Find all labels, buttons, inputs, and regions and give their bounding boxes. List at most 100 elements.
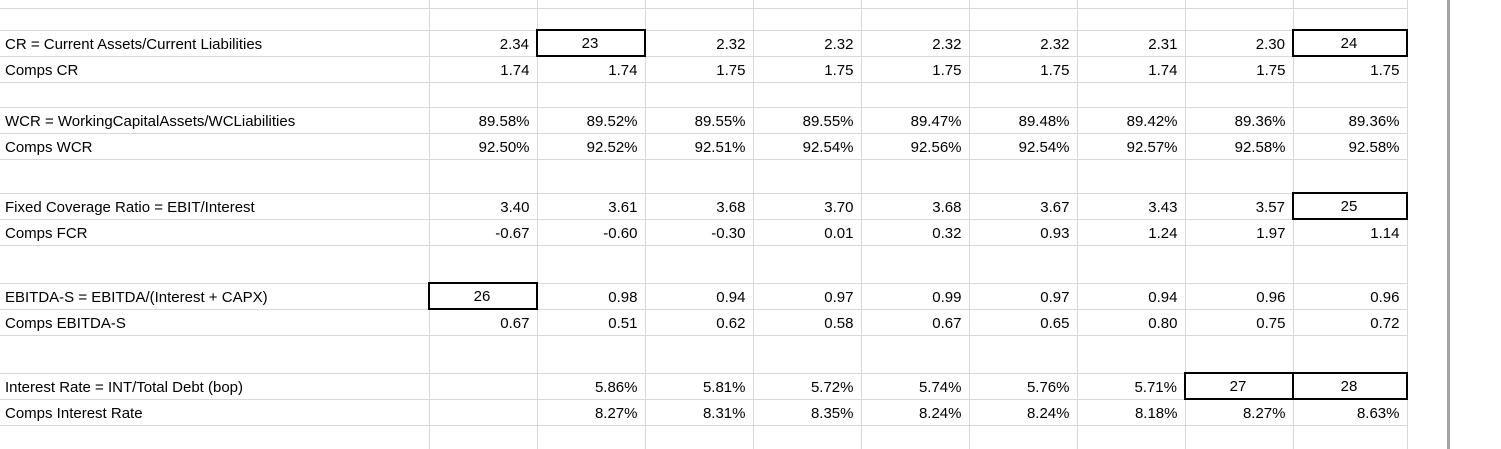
- empty-cell[interactable]: [968, 244, 1078, 284]
- table-cell[interactable]: 92.57%: [1076, 132, 1186, 160]
- empty-cell[interactable]: [752, 244, 862, 284]
- table-cell[interactable]: 89.42%: [1076, 106, 1186, 134]
- empty-cell[interactable]: [0, 81, 430, 108]
- empty-cell[interactable]: [428, 81, 538, 108]
- empty-cell[interactable]: [644, 334, 754, 374]
- table-cell[interactable]: 0.80: [1076, 308, 1186, 336]
- empty-cell[interactable]: [0, 0, 430, 9]
- empty-cell[interactable]: [428, 7, 538, 31]
- empty-cell[interactable]: [860, 158, 970, 194]
- empty-cell[interactable]: [0, 334, 430, 374]
- table-cell[interactable]: 3.68: [860, 192, 970, 220]
- empty-cell[interactable]: [1076, 7, 1186, 31]
- table-cell[interactable]: 89.36%: [1292, 106, 1408, 134]
- empty-cell[interactable]: [644, 0, 754, 9]
- empty-cell[interactable]: [644, 158, 754, 194]
- boxed-cell-24[interactable]: 24: [1292, 29, 1408, 57]
- table-cell[interactable]: 92.58%: [1184, 132, 1294, 160]
- empty-cell[interactable]: [1076, 334, 1186, 374]
- table-cell[interactable]: 1.75: [1184, 55, 1294, 83]
- table-cell[interactable]: 1.75: [968, 55, 1078, 83]
- table-cell[interactable]: 1.75: [752, 55, 862, 83]
- empty-cell[interactable]: [968, 334, 1078, 374]
- empty-cell[interactable]: [428, 334, 538, 374]
- empty-cell[interactable]: [1076, 424, 1186, 449]
- row-label[interactable]: Comps Interest Rate: [0, 398, 430, 426]
- empty-cell[interactable]: [752, 158, 862, 194]
- empty-cell[interactable]: [752, 81, 862, 108]
- table-cell[interactable]: 5.74%: [860, 372, 970, 400]
- table-cell[interactable]: -0.67: [428, 218, 538, 246]
- row-label[interactable]: Comps FCR: [0, 218, 430, 246]
- table-cell[interactable]: 3.70: [752, 192, 862, 220]
- empty-cell[interactable]: [1076, 0, 1186, 9]
- table-cell[interactable]: -0.30: [644, 218, 754, 246]
- table-cell[interactable]: 0.32: [860, 218, 970, 246]
- empty-cell[interactable]: [536, 158, 646, 194]
- empty-cell[interactable]: [860, 7, 970, 31]
- table-cell[interactable]: 8.27%: [536, 398, 646, 426]
- empty-cell[interactable]: [1292, 244, 1408, 284]
- table-cell[interactable]: 2.32: [752, 29, 862, 57]
- empty-cell[interactable]: [644, 244, 754, 284]
- table-cell[interactable]: 3.57: [1184, 192, 1294, 220]
- table-cell[interactable]: 0.67: [428, 308, 538, 336]
- table-cell[interactable]: 92.51%: [644, 132, 754, 160]
- empty-cell[interactable]: [860, 81, 970, 108]
- empty-cell[interactable]: [860, 334, 970, 374]
- table-cell[interactable]: 0.94: [644, 282, 754, 310]
- empty-cell[interactable]: [536, 424, 646, 449]
- empty-cell[interactable]: [536, 0, 646, 9]
- empty-cell[interactable]: [752, 334, 862, 374]
- empty-cell[interactable]: [1184, 424, 1294, 449]
- table-cell[interactable]: 3.67: [968, 192, 1078, 220]
- empty-cell[interactable]: [0, 424, 430, 449]
- table-cell[interactable]: 8.24%: [968, 398, 1078, 426]
- boxed-cell-28[interactable]: 28: [1292, 372, 1408, 400]
- empty-cell[interactable]: [536, 81, 646, 108]
- table-cell[interactable]: 89.55%: [644, 106, 754, 134]
- row-label[interactable]: EBITDA-S = EBITDA/(Interest + CAPX): [0, 282, 430, 310]
- empty-cell[interactable]: [644, 7, 754, 31]
- table-cell[interactable]: 3.43: [1076, 192, 1186, 220]
- empty-cell[interactable]: [1292, 0, 1408, 9]
- boxed-cell-25[interactable]: 25: [1292, 192, 1408, 220]
- table-cell[interactable]: 0.93: [968, 218, 1078, 246]
- table-cell[interactable]: 89.58%: [428, 106, 538, 134]
- empty-cell[interactable]: [1184, 334, 1294, 374]
- table-cell[interactable]: 2.30: [1184, 29, 1294, 57]
- empty-cell[interactable]: [644, 81, 754, 108]
- row-label[interactable]: Comps EBITDA-S: [0, 308, 430, 336]
- table-cell[interactable]: 89.55%: [752, 106, 862, 134]
- empty-cell[interactable]: [752, 424, 862, 449]
- table-cell[interactable]: 8.18%: [1076, 398, 1186, 426]
- empty-cell[interactable]: [1076, 244, 1186, 284]
- table-cell[interactable]: 0.96: [1292, 282, 1408, 310]
- table-cell[interactable]: 92.54%: [968, 132, 1078, 160]
- empty-cell[interactable]: [860, 244, 970, 284]
- row-label[interactable]: Comps CR: [0, 55, 430, 83]
- table-cell[interactable]: 5.71%: [1076, 372, 1186, 400]
- empty-cell[interactable]: [536, 334, 646, 374]
- empty-cell[interactable]: [860, 424, 970, 449]
- row-label[interactable]: Comps WCR: [0, 132, 430, 160]
- table-cell[interactable]: 0.51: [536, 308, 646, 336]
- table-cell[interactable]: -0.60: [536, 218, 646, 246]
- empty-cell[interactable]: [1292, 7, 1408, 31]
- table-cell[interactable]: 8.35%: [752, 398, 862, 426]
- empty-cell[interactable]: [428, 158, 538, 194]
- empty-cell[interactable]: [1076, 81, 1186, 108]
- row-label[interactable]: Fixed Coverage Ratio = EBIT/Interest: [0, 192, 430, 220]
- table-cell[interactable]: 0.01: [752, 218, 862, 246]
- table-cell[interactable]: 0.72: [1292, 308, 1408, 336]
- empty-cell[interactable]: [1292, 334, 1408, 374]
- empty-cell[interactable]: [1292, 424, 1408, 449]
- empty-cell[interactable]: [1184, 244, 1294, 284]
- boxed-cell-27[interactable]: 27: [1184, 372, 1294, 400]
- empty-cell[interactable]: [968, 424, 1078, 449]
- boxed-cell-23[interactable]: 23: [536, 29, 646, 57]
- empty-cell[interactable]: [968, 158, 1078, 194]
- empty-cell[interactable]: [860, 0, 970, 9]
- table-cell[interactable]: 89.48%: [968, 106, 1078, 134]
- table-cell[interactable]: 2.34: [428, 29, 538, 57]
